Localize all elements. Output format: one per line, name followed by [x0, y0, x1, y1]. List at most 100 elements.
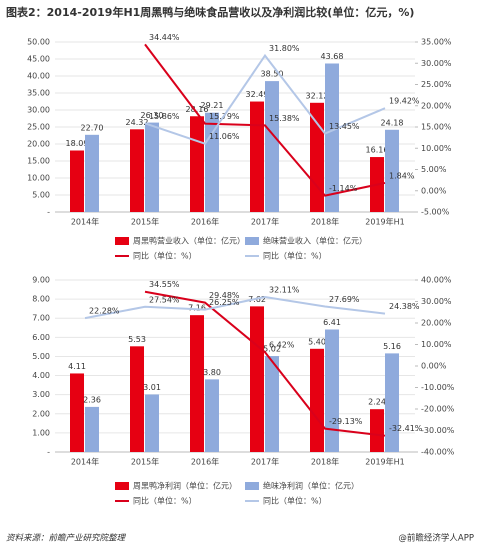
legend-swatch: [115, 482, 129, 490]
y-tick-label: 5.00: [32, 191, 50, 200]
y-tick-label: 8.00: [32, 295, 50, 304]
legend-swatch: [245, 482, 259, 490]
y2-tick-label: -5.00%: [421, 208, 450, 217]
y-tick-label: 10.00: [27, 174, 50, 183]
bar: [85, 134, 99, 212]
bar: [265, 81, 279, 212]
bar: [70, 150, 84, 212]
line-label: 15.38%: [269, 114, 300, 123]
bar-label: 2.36: [83, 395, 101, 404]
line-label: 26.25%: [209, 298, 240, 307]
y-tick-label: 3.00: [32, 390, 50, 399]
line-label: 34.44%: [149, 33, 180, 42]
bar: [250, 101, 264, 212]
y2-tick-label: -40.00%: [421, 448, 455, 457]
x-tick-label: 2018年: [311, 217, 339, 227]
line: [144, 43, 386, 197]
y-tick-label: 1.00: [32, 428, 50, 437]
x-tick-label: 2018年: [311, 457, 339, 467]
y2-tick-label: 15.00%: [421, 123, 452, 132]
line-label: 1.84%: [389, 171, 415, 180]
legend-label: 同比（单位：%）: [133, 251, 197, 261]
y2-tick-label: 25.00%: [421, 80, 452, 89]
page-title: 图表2：2014-2019年H1周黑鸭与绝味食品营收以及净利润比较(单位：亿元，…: [6, 5, 414, 19]
y-tick-label: 5.00: [32, 352, 50, 361]
y-tick-label: 15.00: [27, 157, 50, 166]
y2-tick-label: 5.00%: [421, 165, 447, 174]
y2-tick-label: 10.00%: [421, 144, 452, 153]
line-label: 19.42%: [389, 97, 420, 106]
y-tick-label: 30.00: [27, 106, 50, 115]
bar: [385, 353, 399, 452]
y2-tick-label: 40.00%: [421, 276, 452, 285]
y2-tick-label: 35.00%: [421, 38, 452, 47]
bar: [70, 373, 84, 452]
y-tick-label: 25.00: [27, 123, 50, 132]
bar-label: 5.02: [263, 345, 281, 354]
line-label: -32.41%: [389, 424, 423, 433]
legend-label: 绝味营业收入（单位：亿元）: [263, 236, 367, 246]
y-tick-label: 7.00: [32, 314, 50, 323]
bar-label: 26.30: [141, 111, 164, 120]
y2-tick-label: 30.00%: [421, 59, 452, 68]
bar-label: 6.41: [323, 318, 341, 327]
bar: [145, 122, 159, 212]
y-tick-label: 9.00: [32, 276, 50, 285]
bar-label: 32.12: [306, 91, 329, 100]
legend-label: 周黑鸭营业收入（单位：亿元）: [133, 236, 245, 246]
line-label: 11.06%: [209, 132, 240, 141]
bar-label: 4.11: [68, 362, 86, 371]
bar: [145, 394, 159, 452]
legend-label: 绝味净利润（单位：亿元）: [263, 481, 359, 491]
line-label: 27.69%: [329, 295, 360, 304]
bar-label: 3.80: [203, 368, 221, 377]
line-label: 29.48%: [209, 291, 240, 300]
x-tick-label: 2017年: [251, 217, 279, 227]
bar-label: 5.40: [308, 337, 326, 346]
y2-tick-label: 0.00%: [421, 186, 447, 195]
bar-label: 16.16: [366, 146, 389, 155]
legend-swatch: [115, 237, 129, 245]
bar: [325, 63, 339, 212]
y2-tick-label: 20.00%: [421, 101, 452, 110]
x-tick-label: 2015年: [131, 457, 159, 467]
bar: [205, 379, 219, 452]
line-label: 24.38%: [389, 302, 420, 311]
bar-label: 43.68: [321, 52, 344, 61]
bar-label: 28.16: [186, 105, 209, 114]
y-tick-label: 40.00: [27, 72, 50, 81]
line: [144, 290, 386, 437]
line-label: 22.28%: [89, 307, 120, 316]
line-label: 15.86%: [149, 112, 180, 121]
y-tick-label: -: [47, 208, 50, 217]
y-tick-label: 45.00: [27, 55, 50, 64]
line: [144, 53, 386, 145]
y2-tick-label: 10.00%: [421, 340, 452, 349]
line-label: 13.45%: [329, 122, 360, 131]
legend-label: 同比（单位：%）: [263, 496, 327, 506]
line-label: 27.54%: [149, 295, 180, 304]
bar-label: 32.49: [246, 90, 269, 99]
y2-tick-label: -30.00%: [421, 426, 455, 435]
legend-swatch: [245, 237, 259, 245]
legend-label: 周黑鸭净利润（单位：亿元）: [133, 481, 237, 491]
x-tick-label: 2014年: [71, 217, 99, 227]
x-tick-label: 2015年: [131, 217, 159, 227]
bar-label: 24.32: [126, 118, 149, 127]
credit: @前瞻经济学人APP: [398, 533, 474, 544]
bar: [370, 409, 384, 452]
bar-label: 22.70: [81, 123, 104, 132]
bar: [85, 406, 99, 452]
bar: [310, 348, 324, 452]
y2-tick-label: 0.00%: [421, 362, 447, 371]
x-tick-label: 2016年: [191, 457, 219, 467]
y-tick-label: -: [47, 448, 50, 457]
y2-tick-label: 30.00%: [421, 297, 452, 306]
bar-label: 5.16: [383, 342, 401, 351]
y-tick-label: 35.00: [27, 89, 50, 98]
bar-label: 29.21: [201, 101, 224, 110]
y2-tick-label: -10.00%: [421, 383, 455, 392]
bar: [250, 306, 264, 452]
legend-label: 同比（单位：%）: [133, 496, 197, 506]
x-tick-label: 2014年: [71, 457, 99, 467]
